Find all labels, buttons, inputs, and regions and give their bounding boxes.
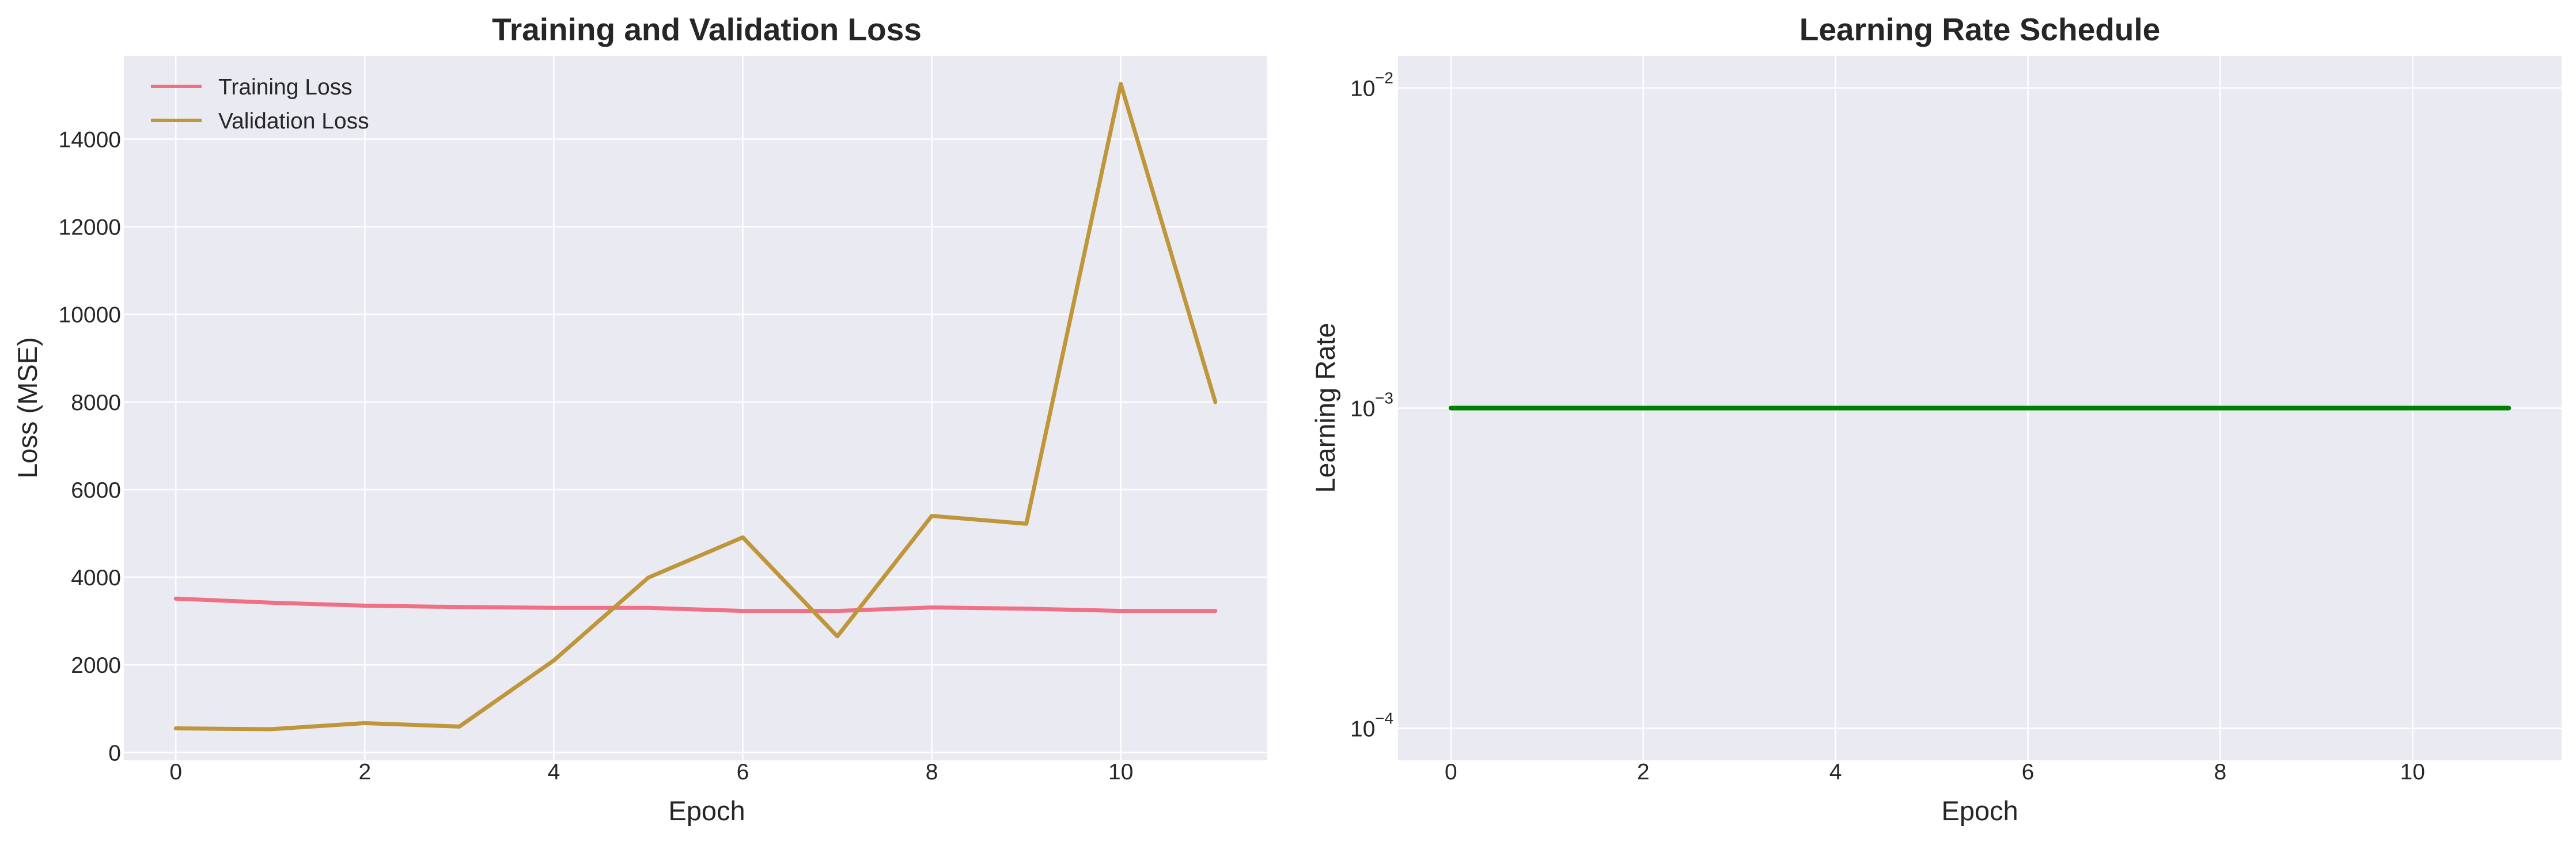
y-tick-label: 2000	[71, 653, 121, 678]
x-tick-label: 10	[2400, 760, 2425, 785]
validation-loss-line	[173, 82, 1218, 732]
y-tick-label: 14000	[59, 128, 121, 153]
y-tick-label: 0	[108, 741, 121, 766]
legend-label-training-loss: Training Loss	[218, 75, 353, 100]
x-tick-label: 0	[169, 760, 182, 785]
y-tick-label: 4000	[71, 566, 121, 590]
x-tick-label: 10	[1108, 760, 1133, 785]
y-tick-label: 8000	[71, 391, 121, 415]
lr-x-axis-label: Epoch	[1941, 795, 2018, 826]
x-tick-label: 4	[548, 760, 560, 785]
x-tick-label: 4	[1829, 760, 1842, 785]
x-tick-label: 8	[926, 760, 938, 785]
loss-legend: Training Loss Validation Loss	[151, 75, 369, 134]
y-tick-label: 10	[1350, 717, 1375, 741]
x-tick-label: 8	[2214, 760, 2227, 785]
lr-chart-title: Learning Rate Schedule	[1800, 12, 2161, 47]
legend-label-validation-loss: Validation Loss	[218, 109, 369, 134]
loss-gridlines	[124, 56, 1267, 760]
x-tick-label: 0	[1445, 760, 1457, 785]
x-tick-label: 2	[1637, 760, 1650, 785]
y-tick-exponent: −4	[1375, 709, 1393, 727]
y-tick-label: 10	[1350, 397, 1375, 422]
y-tick-label: 10000	[59, 303, 121, 328]
loss-x-axis-label: Epoch	[668, 795, 745, 826]
y-tick-label: 12000	[59, 215, 121, 240]
x-tick-label: 6	[737, 760, 749, 785]
y-tick-label: 6000	[71, 478, 121, 503]
x-tick-label: 6	[2022, 760, 2035, 785]
lr-y-axis-label: Learning Rate	[1310, 323, 1340, 492]
x-tick-label: 2	[358, 760, 371, 785]
loss-chart-panel: 0 2 4 6 8 1002000400060008000100001200014000 …	[12, 12, 1267, 826]
loss-y-axis-label: Loss (MSE)	[12, 337, 43, 479]
loss-chart-title: Training and Validation Loss	[492, 12, 922, 47]
loss-tick-labels: 0 2 4 6 8 10 0 2000 4000 6000 8000 10000 12000 14000	[59, 128, 1134, 785]
y-tick-exponent: −3	[1375, 389, 1393, 407]
y-tick-exponent: −2	[1375, 69, 1393, 87]
loss-plot-area	[124, 56, 1267, 760]
y-tick-label: 10	[1350, 77, 1375, 101]
loss-lines	[173, 82, 1218, 732]
training-loss-line	[173, 596, 1218, 613]
